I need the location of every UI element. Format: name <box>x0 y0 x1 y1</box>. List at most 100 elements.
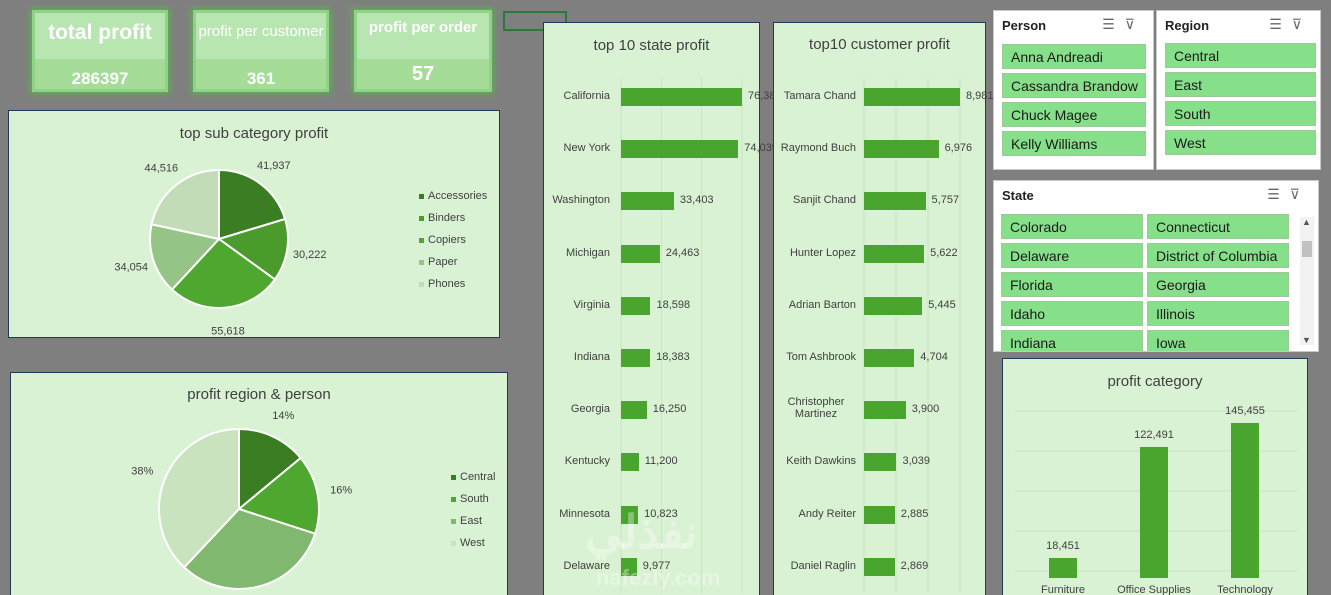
bar[interactable] <box>621 401 647 420</box>
category-label: Raymond Buch <box>780 142 856 155</box>
slicer-item-state[interactable]: Idaho <box>1001 301 1143 326</box>
bar[interactable] <box>621 140 739 159</box>
clear-filter-icon[interactable]: ⊽ <box>1289 186 1310 202</box>
slicer-item-region[interactable]: Central <box>1165 43 1316 68</box>
category-label: Georgia <box>570 403 610 416</box>
legend-item: Binders <box>419 212 465 224</box>
clear-filter-icon[interactable]: ⊽ <box>1291 16 1312 32</box>
sub-category-profit-chart[interactable]: top sub category profit 41,937 30,222 55,6… <box>8 110 500 338</box>
data-label: 16% <box>330 485 352 497</box>
bar[interactable] <box>864 192 926 211</box>
legend-swatch <box>419 193 424 199</box>
slicer-item-person[interactable]: Chuck Magee <box>1002 102 1146 127</box>
legend-item: Accessories <box>419 190 487 202</box>
category-profit-chart[interactable]: profit category 18,451 Furniture 122,491 Of… <box>1002 358 1308 595</box>
category-label: Indiana <box>573 351 610 363</box>
bar[interactable] <box>621 244 660 263</box>
pie-slice-copiers[interactable] <box>170 237 277 309</box>
watermark-url: nafezly.com <box>596 565 721 590</box>
data-label: 41,937 <box>257 160 291 172</box>
bar[interactable] <box>864 349 915 367</box>
bar[interactable] <box>621 349 651 367</box>
bar[interactable] <box>864 296 923 315</box>
region-slicer[interactable]: Region ☰⊽ Central East South West <box>1156 10 1321 170</box>
scroll-up-icon[interactable]: ▲ <box>1302 217 1311 227</box>
legend-item: Copiers <box>419 234 466 246</box>
legend-swatch <box>451 474 456 480</box>
multi-select-icon[interactable]: ☰ <box>1267 186 1290 202</box>
column[interactable] <box>1140 447 1168 578</box>
legend-label: South <box>460 493 489 505</box>
slicer-item-state[interactable]: Illinois <box>1147 301 1289 326</box>
data-label: 4,704 <box>920 351 948 363</box>
legend-swatch <box>451 540 456 546</box>
bar[interactable] <box>621 296 651 315</box>
bar[interactable] <box>864 401 906 420</box>
bar[interactable] <box>621 88 742 106</box>
legend-item: Paper <box>419 256 457 268</box>
legend-swatch <box>419 237 424 243</box>
scroll-down-icon[interactable]: ▼ <box>1302 335 1311 345</box>
pie-slice-central[interactable] <box>238 427 303 512</box>
chart-title: profit region & person <box>187 386 331 403</box>
legend-label: Phones <box>428 278 466 290</box>
data-label: 10,823 <box>644 507 678 520</box>
bar[interactable] <box>864 88 960 106</box>
category-label: Delaware <box>563 559 610 572</box>
data-label: 2,869 <box>900 559 929 572</box>
legend-label: Central <box>460 471 496 483</box>
column[interactable] <box>1231 423 1259 578</box>
multi-select-icon[interactable]: ☰ <box>1269 16 1292 32</box>
customer-profit-chart[interactable]: top10 customer profit Tamara Chand 8,981 R… <box>773 22 994 595</box>
kpi-label: profit per order <box>368 19 478 36</box>
state-profit-chart[interactable]: top 10 state profit California 76,381 New … <box>543 22 782 595</box>
slicer-item-state[interactable]: Colorado <box>1001 214 1143 239</box>
bar[interactable] <box>864 557 895 576</box>
slicer-item-state[interactable]: Florida <box>1001 272 1143 297</box>
slicer-scrollbar[interactable]: ▲ ▼ <box>1300 217 1314 345</box>
slicer-item-region[interactable]: South <box>1165 101 1316 126</box>
slicer-item-person[interactable]: Cassandra Brandow <box>1002 73 1146 98</box>
state-slicer[interactable]: State ☰⊽ Colorado Connecticut Delaware D… <box>993 180 1319 352</box>
legend-label: Accessories <box>428 190 488 202</box>
data-label: 74,039 <box>744 142 778 155</box>
column[interactable] <box>1049 558 1077 578</box>
bar[interactable] <box>621 505 639 524</box>
pie-slice-phones[interactable] <box>150 168 220 241</box>
pie-slice-west[interactable] <box>158 427 240 569</box>
category-label: Kentucky <box>564 455 610 468</box>
bar[interactable] <box>621 453 639 472</box>
slicer-item-region[interactable]: West <box>1165 130 1316 155</box>
slicer-item-state[interactable]: Delaware <box>1001 243 1143 268</box>
person-slicer[interactable]: Person ☰⊽ Anna Andreadi Cassandra Brando… <box>993 10 1154 170</box>
chart-title: top10 customer profit <box>809 36 950 53</box>
kpi-profit-per-customer: profit per customer 361 <box>193 10 329 92</box>
data-label: 5,445 <box>928 298 956 311</box>
bar[interactable] <box>621 192 674 211</box>
selected-cell-outline[interactable] <box>503 11 567 31</box>
bar[interactable] <box>864 244 925 263</box>
slicer-item-region[interactable]: East <box>1165 72 1316 97</box>
slicer-item-state[interactable]: Indiana <box>1001 330 1143 351</box>
clear-filter-icon[interactable]: ⊽ <box>1124 16 1145 32</box>
chart-title: top sub category profit <box>179 125 329 142</box>
bar[interactable] <box>621 557 637 576</box>
slicer-item-state[interactable]: Iowa <box>1147 330 1289 351</box>
slicer-item-state[interactable]: District of Columbia <box>1147 243 1289 268</box>
slicer-item-person[interactable]: Anna Andreadi <box>1002 44 1146 69</box>
pie-slice-binders[interactable] <box>216 217 289 281</box>
slicer-item-person[interactable]: Kelly Williams <box>1002 131 1146 156</box>
pie-slice-paper[interactable] <box>149 223 221 291</box>
category-label: Technology <box>1217 584 1273 595</box>
category-label: Tom Ashbrook <box>786 351 856 363</box>
bar[interactable] <box>864 140 939 159</box>
scrollbar-thumb[interactable] <box>1302 241 1312 257</box>
bar[interactable] <box>864 453 897 472</box>
pie-slice-accessories[interactable] <box>218 168 287 241</box>
slicer-item-state[interactable]: Connecticut <box>1147 214 1289 239</box>
region-person-profit-chart[interactable]: profit region & person 14% 16% 38% Central… <box>10 372 508 595</box>
multi-select-icon[interactable]: ☰ <box>1102 16 1125 32</box>
pie-slice-east[interactable] <box>182 507 317 590</box>
bar[interactable] <box>864 505 895 524</box>
slicer-item-state[interactable]: Georgia <box>1147 272 1289 297</box>
